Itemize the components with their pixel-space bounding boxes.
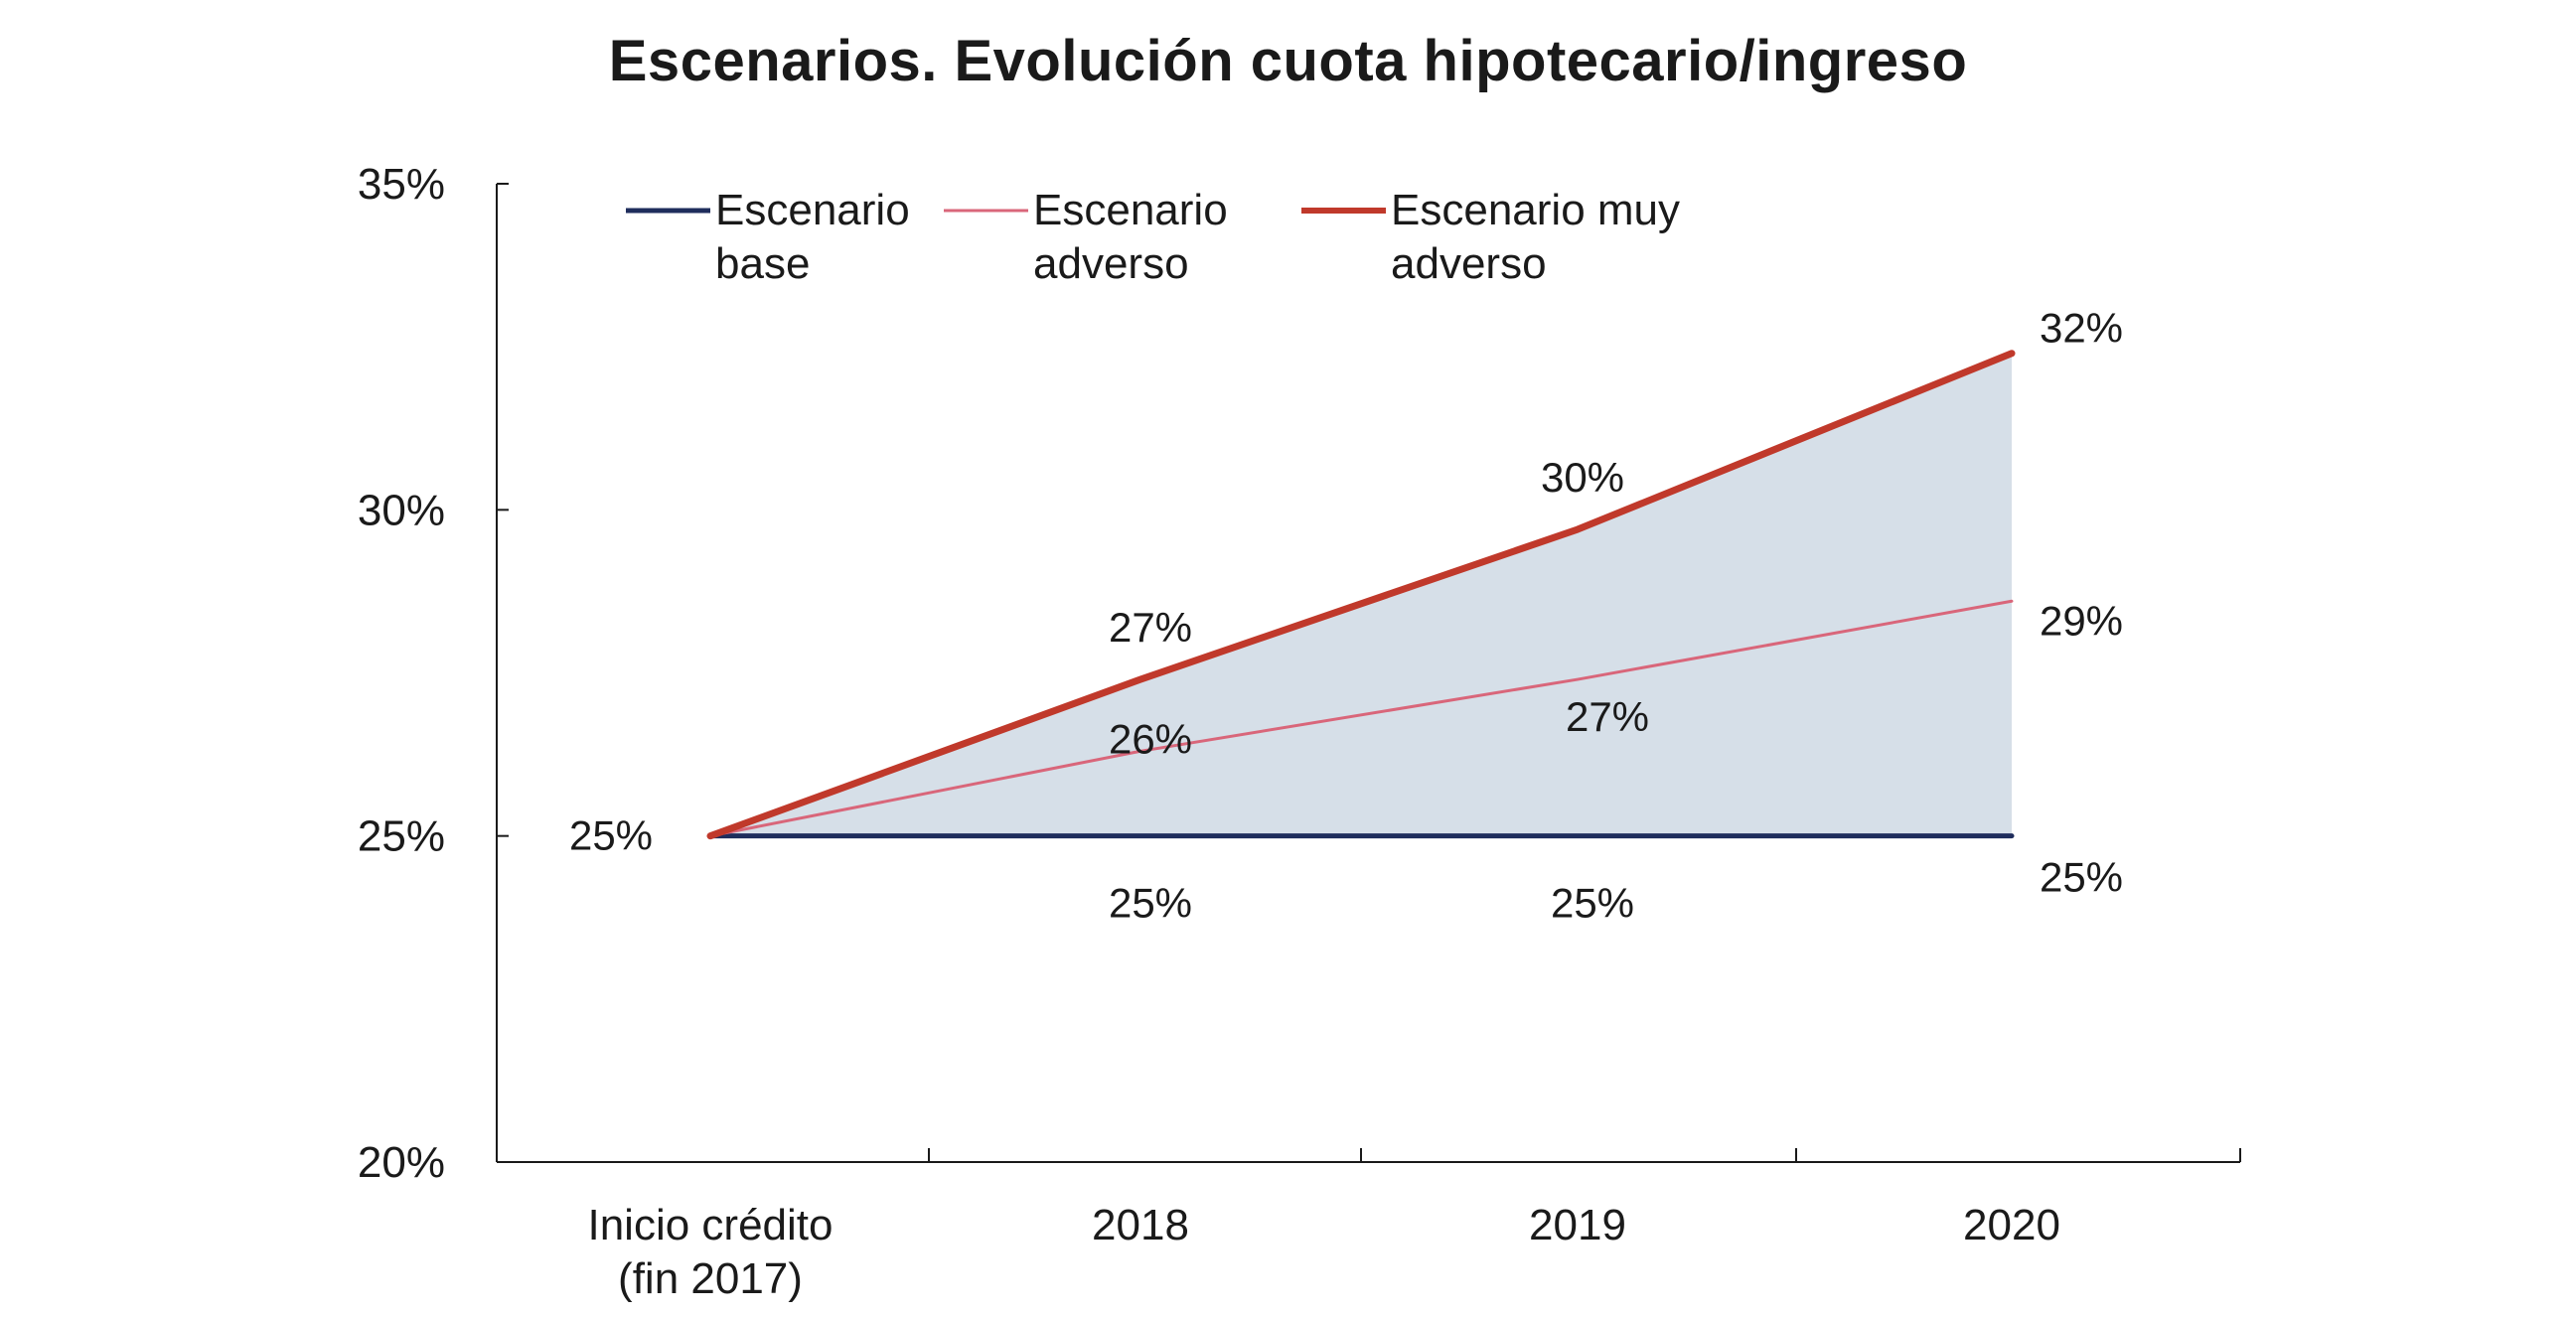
legend-label: Escenario adverso bbox=[1033, 186, 1228, 288]
legend-label-line: base bbox=[715, 239, 810, 288]
series-line bbox=[708, 599, 2014, 838]
data-label: 25% bbox=[1551, 880, 1634, 927]
legend-label-line: Escenario bbox=[1033, 186, 1228, 234]
x-tick-label-line: 2018 bbox=[1092, 1201, 1189, 1249]
legend-label-line: Escenario muy bbox=[1391, 186, 1680, 234]
data-label: 29% bbox=[2040, 597, 2123, 644]
x-tick-label-line: (fin 2017) bbox=[618, 1254, 803, 1303]
series-line bbox=[706, 350, 2016, 840]
y-tick-label: 20% bbox=[358, 1138, 445, 1187]
legend-label-line: adverso bbox=[1391, 239, 1547, 288]
x-tick-label: 2019 bbox=[1529, 1201, 1626, 1249]
y-tick-label: 30% bbox=[358, 486, 445, 534]
legend-label: Escenario muy adverso bbox=[1391, 186, 1680, 288]
data-label: 26% bbox=[1109, 715, 1192, 762]
y-tick-label: 35% bbox=[358, 160, 445, 209]
data-label: 25% bbox=[2040, 854, 2123, 901]
legend-label-line: adverso bbox=[1033, 239, 1189, 288]
data-label: 25% bbox=[1109, 880, 1192, 927]
data-label: 32% bbox=[2040, 305, 2123, 352]
legend-label: Escenario base bbox=[715, 186, 910, 288]
x-tick-label-line: Inicio crédito bbox=[587, 1201, 833, 1249]
x-tick-label-line: 2020 bbox=[1963, 1201, 2060, 1249]
x-tick-label: 2020 bbox=[1963, 1201, 2060, 1249]
chart-title: Escenarios. Evolución cuota hipotecario/… bbox=[608, 29, 1968, 93]
shaded-band bbox=[710, 353, 2012, 836]
legend-label-line: Escenario bbox=[715, 186, 910, 234]
data-label: 30% bbox=[1541, 454, 1624, 501]
y-tick-label: 25% bbox=[358, 812, 445, 861]
x-tick-label-line: 2019 bbox=[1529, 1201, 1626, 1249]
x-tick-label: Inicio crédito (fin 2017) bbox=[587, 1201, 833, 1303]
x-tick-label: 2018 bbox=[1092, 1201, 1189, 1249]
data-label: 27% bbox=[1566, 693, 1649, 740]
data-label: 27% bbox=[1109, 604, 1192, 651]
data-label: 25% bbox=[569, 812, 653, 859]
